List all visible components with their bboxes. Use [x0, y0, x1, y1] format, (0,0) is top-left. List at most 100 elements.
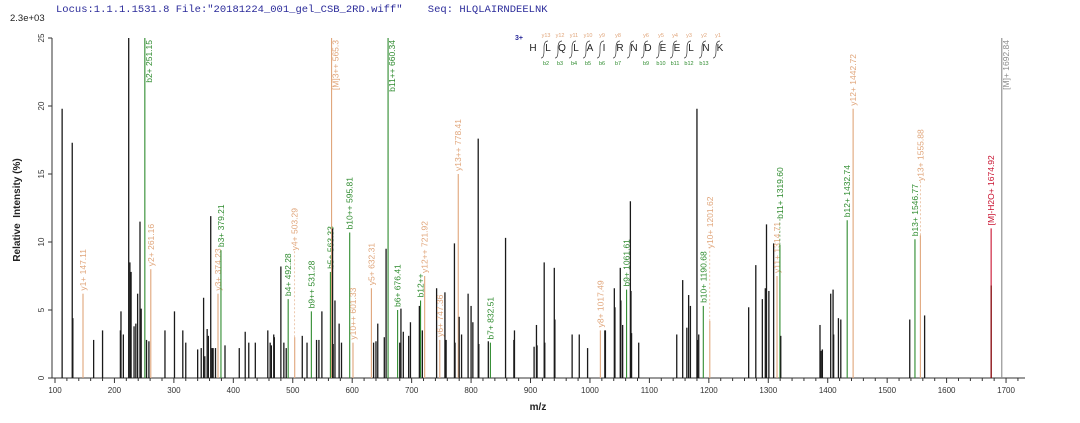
- y-tick-label: 10: [37, 237, 46, 246]
- b-ion-marker: b2: [543, 61, 549, 67]
- sequence-letter: Q: [558, 43, 566, 54]
- peak-label: b12++: [416, 273, 426, 297]
- y-tick-label: 5: [37, 307, 46, 312]
- b-ion-marker: b9: [643, 61, 649, 67]
- b-ion-marker: b13: [699, 61, 708, 67]
- cleavage-bracket: [698, 40, 707, 59]
- peak-label: y10++ 601.33: [348, 287, 358, 339]
- x-tick-label: 1000: [581, 386, 599, 395]
- intensity-scale-label: 2.3e+03: [10, 13, 45, 24]
- b-ion-marker: b12: [684, 61, 693, 67]
- peak-label: b12+ 1432.74: [842, 165, 852, 218]
- axes: 100 200 300 400 500 600 700 800 900 1000 1100 1200 1…: [37, 33, 1025, 395]
- x-tick-label: 300: [167, 386, 181, 395]
- x-tick-label: 700: [405, 386, 419, 395]
- peak-label: b11++ 660.34: [387, 40, 397, 92]
- peaks: y1+ 147.11 b2+ 251.15 y2+ 261.16 y3+ 374.23…: [61, 38, 1011, 378]
- cleavage-bracket: [596, 40, 605, 59]
- peak-label: y2+ 261.16: [146, 224, 156, 267]
- y-ion-marker: y8: [615, 33, 621, 39]
- sequence-letter: R: [616, 43, 623, 54]
- sequence-letter: L: [688, 43, 694, 54]
- cleavage-bracket: [640, 40, 649, 59]
- sequence-letter: A: [587, 43, 594, 54]
- sequence-letter: H: [529, 43, 536, 54]
- cleavage-bracket: [540, 40, 549, 59]
- peak-label: b4+ 492.28: [283, 253, 293, 296]
- x-tick-label: 1200: [700, 386, 718, 395]
- peak-label: y6+ 747.36: [435, 294, 445, 337]
- y-ion-marker: y2: [701, 33, 707, 39]
- b-ion-marker: b6: [599, 61, 605, 67]
- y-ion-marker: y10: [584, 33, 593, 39]
- peak-label: [M]3++ 565.3: [331, 40, 341, 90]
- x-axis-label: m/z: [530, 402, 547, 413]
- x-tick-label: 1300: [759, 386, 777, 395]
- y-ion-marker: y3: [686, 33, 692, 39]
- b-ion-marker: b7: [615, 61, 621, 67]
- sequence-letter: L: [573, 43, 579, 54]
- peak-label: b10++ 595.81: [345, 177, 355, 230]
- x-tick-label: 900: [524, 386, 538, 395]
- b-ion-marker: b3: [557, 61, 563, 67]
- y-ion-marker: y13: [542, 33, 551, 39]
- x-tick-label: 400: [227, 386, 241, 395]
- peak-label: b2+ 251.15: [144, 40, 154, 83]
- cleavage-bracket: [612, 40, 621, 59]
- b-ion-marker: b5: [585, 61, 591, 67]
- peak-label: [M]+ 1692.84: [1001, 40, 1011, 90]
- sequence-letter: E: [660, 43, 667, 54]
- peak-label: y13++ 778.41: [453, 119, 463, 171]
- x-tick-label: 500: [286, 386, 300, 395]
- cleavage-bracket: [712, 40, 721, 59]
- x-tick-label: 1500: [878, 386, 896, 395]
- sequence-letter: D: [644, 43, 651, 54]
- cleavage-bracket: [669, 40, 678, 59]
- peak-label: [M]-H2O+ 1674.92: [986, 155, 996, 225]
- peak-label: y1+ 147.11: [78, 249, 88, 291]
- y-tick-label: 0: [37, 375, 46, 380]
- y-ion-marker: y6: [643, 33, 649, 39]
- peak-label: b5+ 563.33: [325, 226, 335, 269]
- sequence-letter: L: [545, 43, 551, 54]
- file-text: File:"20181224_001_gel_CSB_2RD.wiff": [175, 4, 403, 16]
- y-tick-label: 15: [37, 169, 46, 178]
- seq-text: HLQLAIRNDEELNK: [459, 4, 548, 16]
- b-ion-marker: b4: [571, 61, 577, 67]
- peak-label: y5+ 632.31: [366, 243, 376, 286]
- sequence-letter: N: [630, 43, 637, 54]
- cleavage-bracket: [683, 40, 692, 59]
- cleavage-bracket: [582, 40, 591, 59]
- peak-label: y4+ 503.29: [290, 208, 300, 251]
- x-tick-label: 1400: [819, 386, 837, 395]
- charge-label: 3+: [515, 35, 523, 42]
- y-axis-label: Relative Intensity (%): [12, 158, 23, 261]
- peak-label: y8+ 1017.49: [595, 280, 605, 327]
- peak-label: b9++ 531.28: [306, 260, 316, 308]
- peak-label: y3+ 374.23: [213, 248, 223, 291]
- peak-label: b9+ 1061.61: [622, 239, 632, 287]
- peak-label: y13+ 1555.88: [915, 129, 925, 181]
- peak-label: b3+ 379.21: [216, 204, 226, 247]
- cleavage-bracket: [568, 40, 577, 59]
- sequence-letter: I: [603, 43, 606, 54]
- y-tick-label: 20: [37, 101, 46, 110]
- y-ion-marker: y1: [715, 33, 721, 39]
- cleavage-bracket: [626, 40, 635, 59]
- x-tick-label: 1100: [641, 386, 659, 395]
- sequence-letter: E: [674, 43, 681, 54]
- peak-label: b13+ 1546.77: [910, 184, 920, 237]
- locus-text: Locus:1.1.1.1531.8: [56, 4, 170, 16]
- cleavage-bracket: [554, 40, 563, 59]
- y-ion-marker: y9: [599, 33, 605, 39]
- cleavage-bracket: [655, 40, 664, 59]
- y-ion-marker: y5: [658, 33, 664, 39]
- x-tick-label: 1600: [938, 386, 956, 395]
- x-tick-label: 600: [346, 386, 360, 395]
- spectrum-header: Locus:1.1.1.1531.8 File:"20181224_001_ge…: [56, 4, 548, 16]
- peak-label: y11+ 1314.71: [772, 222, 782, 273]
- peak-label: b7+ 832.51: [485, 297, 495, 340]
- y-tick-label: 25: [37, 33, 46, 42]
- peak-label: y12++ 721.92: [420, 221, 430, 273]
